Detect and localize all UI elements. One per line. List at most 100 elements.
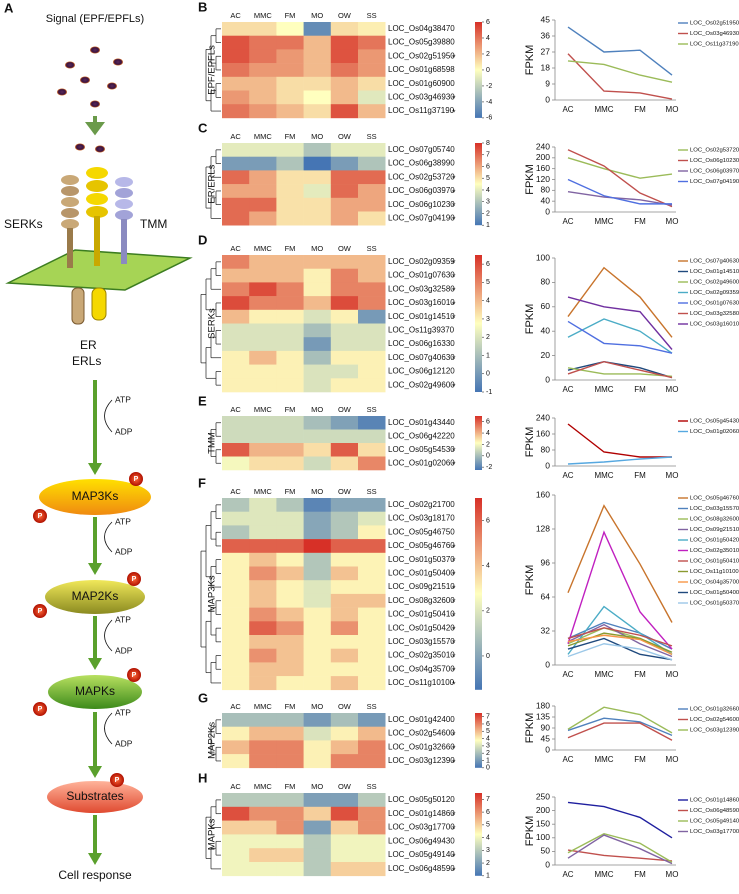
significance-mark: * [452, 446, 456, 456]
series-line [567, 530, 673, 650]
heat-cell [303, 104, 332, 119]
atp: ATP [115, 394, 131, 404]
heat-cell [358, 834, 386, 849]
colorbar-tick-label: 7 [486, 713, 490, 720]
column-label: MMC [254, 487, 272, 496]
significance-mark: * [452, 666, 456, 676]
heat-cell [330, 184, 359, 199]
heat-cell [303, 621, 332, 636]
y-axis-label: EPF/EPFLs [207, 45, 218, 95]
x-tick-label: MMC [594, 471, 613, 480]
row-label: LOC_Os06g03970 [388, 186, 455, 195]
heat-cell [276, 197, 304, 212]
heat-cell [249, 170, 277, 185]
column-label: FM [285, 782, 296, 791]
legend-label: LOC_Os03g32580 [690, 311, 739, 317]
heat-cell [249, 143, 277, 157]
y-axis-label: ER/ERLs [207, 164, 218, 203]
column-label: MO [311, 782, 323, 791]
significance-mark: * [452, 382, 456, 392]
column-label: MO [311, 487, 323, 496]
substrate-label: Substrates [66, 789, 123, 803]
y-axis-label: MAPKs [207, 818, 218, 850]
heat-cell [222, 268, 250, 283]
heat-cell [330, 635, 359, 649]
column-label: OW [338, 782, 352, 791]
heat-cell [249, 211, 277, 226]
heat-cell [222, 862, 250, 877]
heat-cell [358, 184, 386, 199]
x-tick-label: AC [562, 385, 573, 394]
colorbar-tick-label: 1 [486, 873, 490, 880]
legend-label: LOC_Os11g10100 [690, 569, 739, 575]
heat-cell [249, 429, 277, 444]
heat-cell [276, 143, 304, 157]
heat-cell [303, 49, 332, 64]
colorbar-tick-label: 5 [486, 822, 490, 829]
y-tick-label: 9 [545, 78, 550, 88]
heat-cell [222, 834, 250, 849]
heat-cell [330, 35, 359, 50]
legend-label: LOC_Os05g49140 [690, 819, 739, 825]
panel-label: D [198, 232, 207, 247]
heat-cell [330, 170, 359, 185]
column-label: FM [285, 702, 296, 711]
phospho: P [115, 777, 120, 784]
series-line [567, 26, 673, 76]
heat-cell [303, 197, 332, 212]
heat-cell [276, 498, 304, 512]
series-line [567, 149, 673, 208]
y-tick-label: 160 [536, 163, 550, 173]
column-label: FM [285, 244, 296, 253]
row-label: LOC_Os04g38470 [388, 24, 455, 33]
heat-cell [330, 621, 359, 636]
heat-cell [276, 429, 304, 444]
heat-cell [249, 862, 277, 877]
arrowheads [88, 463, 102, 865]
significance-mark: * [452, 272, 456, 282]
legend-label: LOC_Os02g49600 [690, 280, 739, 286]
heat-cell [330, 593, 359, 608]
significance-mark: * [452, 638, 456, 648]
heat-cell [330, 740, 359, 755]
significance-mark: * [452, 286, 456, 296]
legend-label: LOC_Os03g15570 [690, 506, 739, 512]
series-line [567, 717, 673, 736]
significance-mark: * [452, 757, 456, 767]
heat-cell [330, 255, 359, 269]
series-line [567, 632, 673, 653]
heat-cell [303, 635, 332, 649]
legend-label: LOC_Os03g17700 [690, 829, 739, 835]
heat-cell [276, 184, 304, 199]
x-tick-label: MMC [594, 217, 613, 226]
heat-cell [330, 525, 359, 540]
heat-cell [358, 197, 386, 212]
column-label: FM [285, 11, 296, 20]
heat-cell [330, 76, 359, 91]
heat-cell [303, 22, 332, 36]
colorbar-tick-label: 4 [486, 298, 490, 305]
heat-cell [249, 539, 277, 554]
heat-cell [222, 282, 250, 297]
heat-cell [330, 754, 359, 769]
y-tick-label: 120 [536, 174, 550, 184]
row-label: LOC_Os09g21510 [388, 582, 455, 591]
heat-cell [222, 848, 250, 863]
heat-cell [303, 754, 332, 769]
heat-cell [303, 498, 332, 512]
heat-cell [276, 35, 304, 50]
legend-label: LOC_Os01g50370 [690, 601, 739, 607]
heat-cell [222, 713, 250, 727]
column-label: MO [311, 702, 323, 711]
series-line [567, 320, 673, 354]
phospho: P [38, 706, 43, 713]
heat-cell [249, 648, 277, 663]
heat-cell [303, 143, 332, 157]
heat-cell [358, 296, 386, 311]
series-line [567, 834, 673, 865]
x-tick-label: MO [666, 670, 679, 679]
heat-cell [330, 296, 359, 311]
colorbar-tick-label: 2 [486, 51, 490, 58]
heat-cell [276, 443, 304, 457]
heat-cell [222, 580, 250, 595]
